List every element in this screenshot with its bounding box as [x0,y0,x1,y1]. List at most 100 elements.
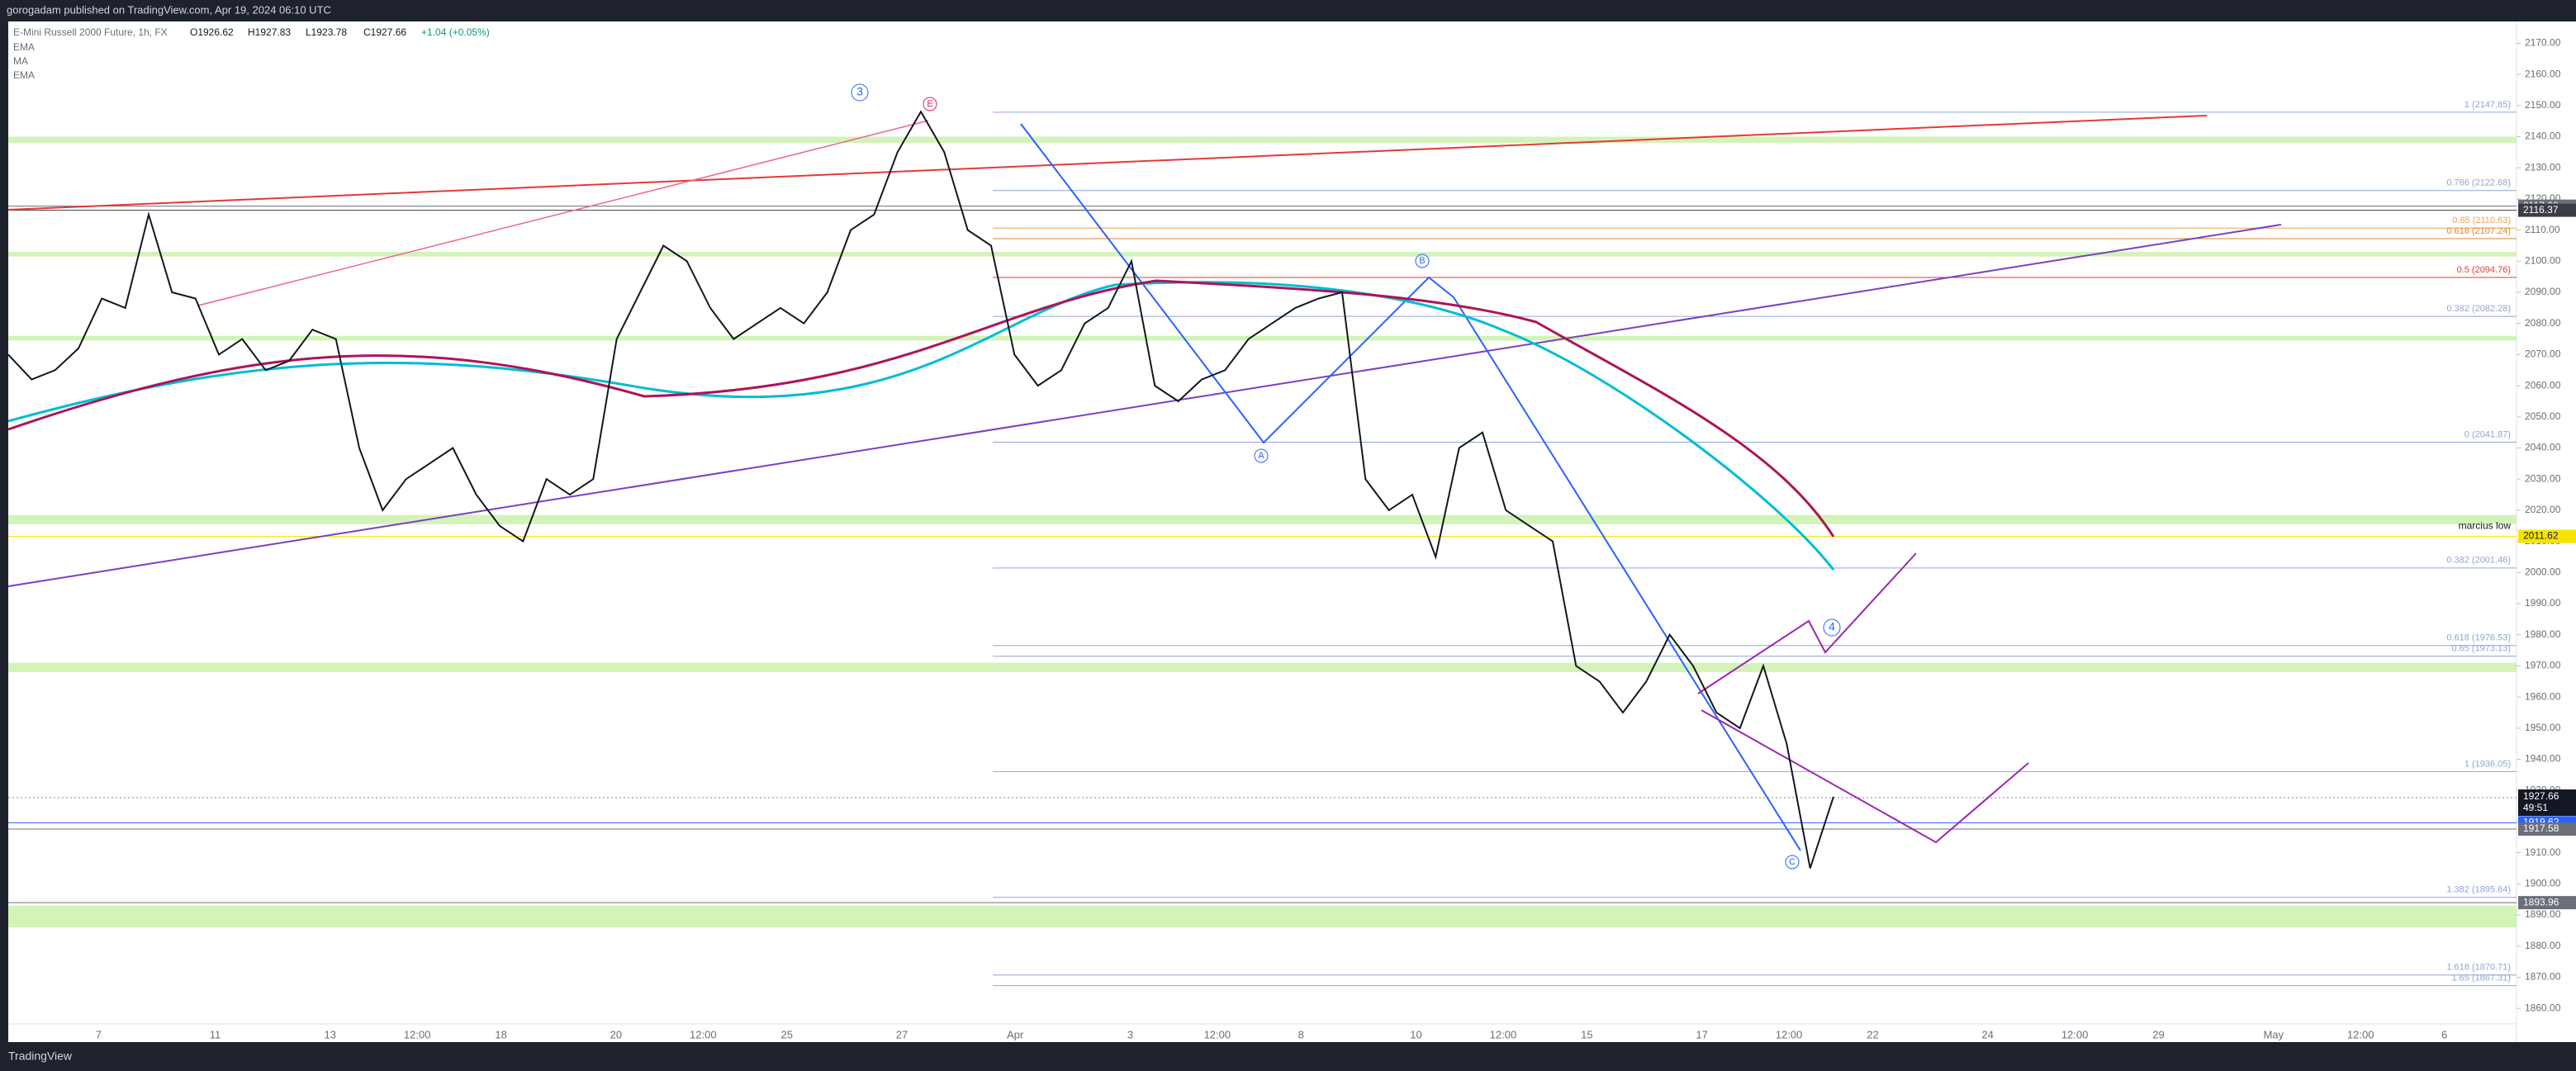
y-tick-label: 1870.00 [2525,971,2561,983]
zone [8,136,2517,144]
y-tick-label: 1990.00 [2525,597,2561,609]
fib-label: 1 (2147.85) [2465,100,2511,110]
wave-labels: 3 E A B C 4 [851,83,1841,870]
ohlc-change: +1.04 (+0.05%) [421,26,490,38]
y-tick-label: 2080.00 [2525,317,2561,329]
top-bar [0,0,2576,21]
y-tick-label: 2100.00 [2525,254,2561,266]
ohlc-low: L1923.78 [306,26,347,38]
x-tick-label: 12:00 [1204,1028,1231,1040]
price-tag-label: 2011.62 [2523,530,2559,542]
fib-label: 0 (2041.87) [2465,429,2511,439]
wave-badge [1415,254,1430,268]
wave-label: 4 [1829,620,1835,633]
wave-badge [1785,855,1800,870]
price-line [7,110,1834,869]
x-tick-label: 24 [1981,1028,1993,1040]
x-tick-label: 29 [2152,1028,2164,1040]
wave-label: C [1789,857,1796,867]
projection [1697,552,1917,694]
trend-line [197,120,929,306]
price-tag-label: 1917.58 [2523,822,2559,834]
x-tick-label: 17 [1696,1028,1707,1040]
fib-label: 1.618 (1870.71) [2446,963,2511,973]
ohlc-open: O1926.62 [190,26,234,38]
x-tick-label: 12:00 [1776,1028,1803,1040]
ohlc-high: H1927.83 [248,26,291,38]
indicator: EMA [13,41,35,53]
x-tick-label: 20 [610,1028,622,1040]
y-tick-label: 2040.00 [2525,442,2561,453]
brand: TradingView [8,1050,73,1063]
last-price-tag [2518,789,2576,817]
zone [8,662,2517,672]
fib-label: 0.382 (2001.46) [2446,556,2511,566]
y-tick-label: 1950.00 [2525,722,2561,733]
y-tick-label: 2050.00 [2525,410,2561,422]
fib-label: 0.382 (2082.28) [2446,304,2511,314]
y-tick-label: 1890.00 [2525,908,2561,920]
price-tag-label: 2116.37 [2523,204,2559,216]
last-price-label: 1927.66 [2523,790,2559,802]
y-tick-label: 1970.00 [2525,660,2561,671]
price-tag-label: 1893.96 [2523,896,2559,908]
fib-label: 1.65 (1867.31) [2451,973,2511,983]
wave-line [1020,123,1801,851]
y-tick-label: 2020.00 [2525,504,2561,515]
x-tick-label: May [2263,1028,2284,1040]
y-tick-label: 1900.00 [2525,878,2561,889]
wave-badge [851,83,869,102]
y-tick-label: 1960.00 [2525,690,2561,702]
y-tick-label: 1940.00 [2525,753,2561,765]
y-tick-label: 2160.00 [2525,68,2561,79]
x-tick-label: 3 [1127,1028,1133,1040]
legend: E-Mini Russell 2000 Future, 1h, FX O1926… [13,26,490,81]
wave-label: A [1258,451,1264,461]
y-tick-label: 2060.00 [2525,379,2561,391]
y-tick-label: 2150.00 [2525,99,2561,111]
bottom-bar [0,1042,2576,1071]
indicator: MA [13,55,28,67]
x-tick-label: 12:00 [690,1028,717,1040]
left-edge [0,21,8,1042]
wave-badge [1823,618,1841,637]
x-tick-label: 25 [780,1028,792,1040]
y-tick-label: 2130.00 [2525,161,2561,173]
y-tick-label: 1860.00 [2525,1002,2561,1013]
y-tick-label: 2140.00 [2525,130,2561,142]
x-tick-label: 12:00 [2061,1028,2089,1040]
zone [8,335,2517,341]
fib-label: 0.786 (2122.68) [2446,178,2511,188]
countdown: 49:51 [2523,802,2548,813]
y-tick-label: 1910.00 [2525,846,2561,858]
y-tick-label: 2090.00 [2525,286,2561,297]
fib-label: 1.382 (1895.64) [2446,885,2511,895]
wave-badge [923,97,937,111]
x-tick-label: 27 [896,1028,908,1040]
trend-line [7,115,2208,211]
x-tick-label: 12:00 [2347,1028,2374,1040]
x-tick-label: 12:00 [404,1028,431,1040]
ma-line [7,279,1835,538]
ema-line [7,281,1835,571]
marcius-label: marcius low [2459,520,2512,532]
projection [1701,709,2029,844]
y-tick-label: 2110.00 [2525,224,2560,235]
y-tick-label: 1880.00 [2525,940,2561,951]
price-tag [2518,529,2576,543]
fib-label: 0.618 (1976.53) [2446,633,2511,643]
x-tick-label: 12:00 [1490,1028,1517,1040]
ohlc-close: C1927.66 [363,26,406,38]
wave-label: 3 [856,85,863,98]
y-tick-label: 1980.00 [2525,628,2561,640]
y-tick-label: 2170.00 [2525,37,2561,49]
y-tick-label: 2030.00 [2525,472,2561,484]
x-tick-label: 6 [2441,1028,2447,1040]
symbol: E-Mini Russell 2000 Future, 1h, FX [13,26,168,38]
x-tick-label: 7 [96,1028,102,1040]
fib-label: 0.65 (2110.63) [2452,216,2511,225]
y-tick-label: 2000.00 [2525,566,2561,577]
price-tag [2518,896,2576,910]
x-tick-label: 10 [1410,1028,1421,1040]
